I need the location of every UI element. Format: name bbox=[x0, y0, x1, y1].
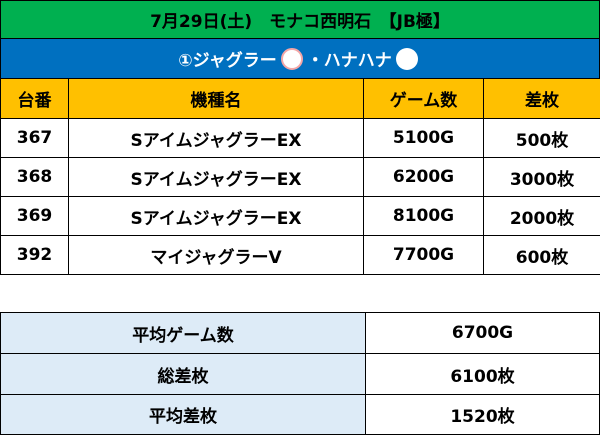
summary-label: 総差枚 bbox=[0, 353, 366, 395]
summary-label: 平均ゲーム数 bbox=[0, 312, 366, 354]
table-cell: 2000枚 bbox=[483, 196, 600, 236]
table-cell: 3000枚 bbox=[483, 157, 600, 197]
table-cell: 7700G bbox=[363, 235, 484, 275]
summary-value: 1520枚 bbox=[365, 394, 600, 435]
title-bar: 7月29日(土) モナコ西明石 【JB極】 bbox=[0, 0, 600, 39]
column-header: 機種名 bbox=[68, 78, 364, 119]
table-cell: 600枚 bbox=[483, 235, 600, 275]
table-cell: SアイムジャグラーEX bbox=[68, 196, 364, 236]
column-header: 差枚 bbox=[483, 78, 600, 119]
banner-text: ・ハナハナ bbox=[306, 51, 392, 71]
table-cell: 8100G bbox=[363, 196, 484, 236]
column-header: ゲーム数 bbox=[363, 78, 484, 119]
summary-label: 平均差枚 bbox=[0, 394, 366, 435]
table-cell: 369 bbox=[0, 196, 69, 236]
title: 7月29日(土) モナコ西明石 【JB極】 bbox=[150, 12, 450, 32]
table-cell: 392 bbox=[0, 235, 69, 275]
table-cell: 500枚 bbox=[483, 118, 600, 158]
table-cell: SアイムジャグラーEX bbox=[68, 118, 364, 158]
table-cell: SアイムジャグラーEX bbox=[68, 157, 364, 197]
summary-value: 6700G bbox=[365, 312, 600, 354]
table-cell: 6200G bbox=[363, 157, 484, 197]
banner: ①ジャグラー ・ハナハナ bbox=[0, 38, 600, 79]
table-cell: マイジャグラーV bbox=[68, 235, 364, 275]
summary-value: 6100枚 bbox=[365, 353, 600, 395]
banner-text: ①ジャグラー bbox=[178, 51, 277, 71]
clown-icon bbox=[280, 47, 303, 70]
table-cell: 367 bbox=[0, 118, 69, 158]
flower-icon bbox=[395, 47, 418, 70]
table-cell: 368 bbox=[0, 157, 69, 197]
column-header: 台番 bbox=[0, 78, 69, 119]
table-cell: 5100G bbox=[363, 118, 484, 158]
